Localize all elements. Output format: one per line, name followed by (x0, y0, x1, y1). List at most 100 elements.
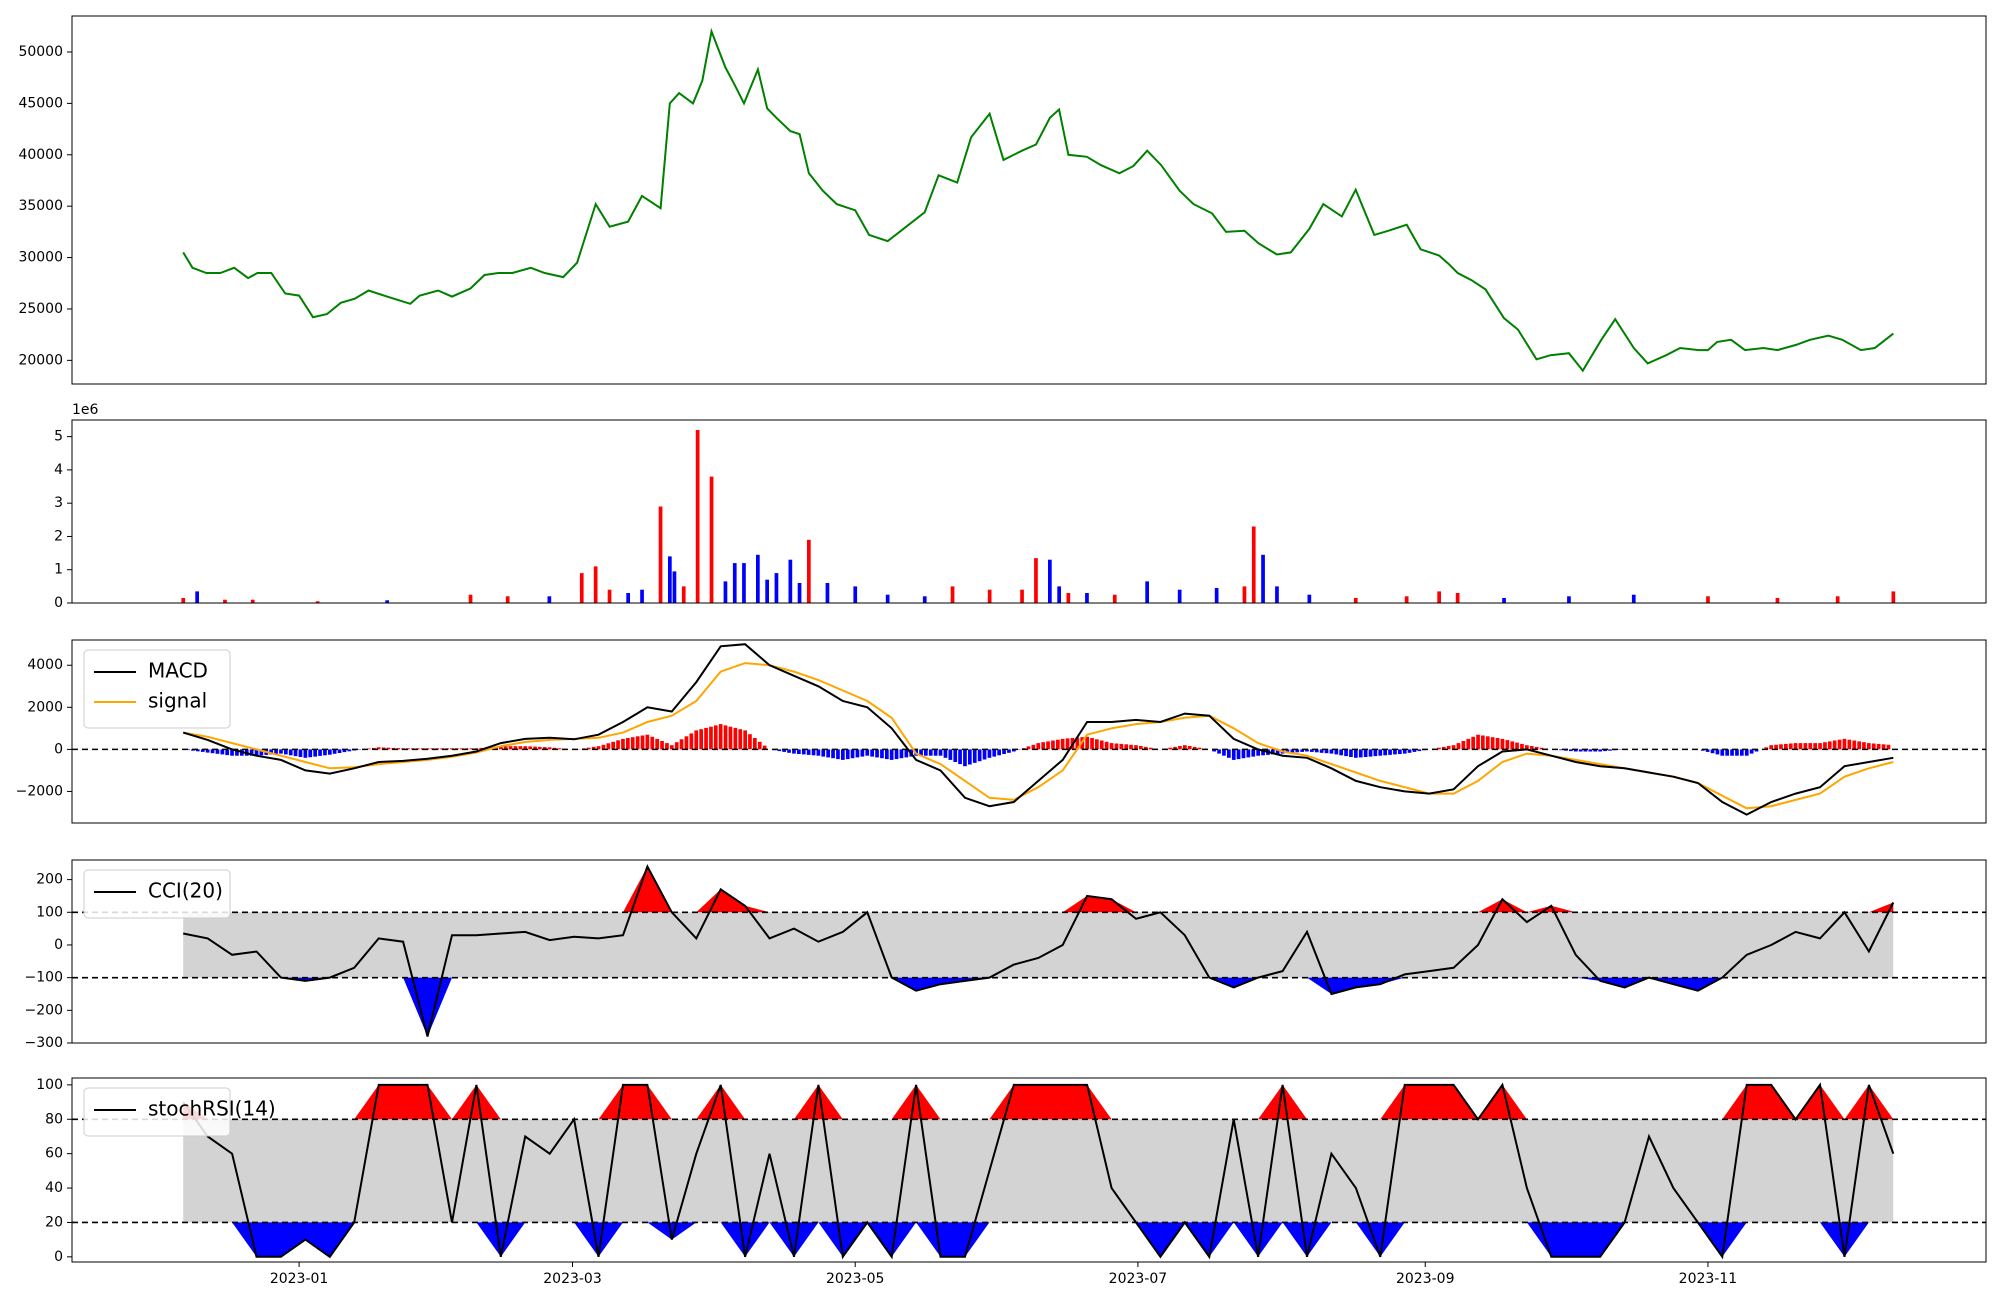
macd-histogram-bar (777, 749, 782, 752)
volume-bar (1066, 593, 1071, 603)
y-tick-label: 3 (54, 495, 63, 511)
macd-histogram-bar (865, 749, 870, 756)
macd-histogram-bar (1466, 738, 1471, 750)
macd-histogram-bar (274, 749, 278, 754)
macd-histogram-bar (1529, 746, 1534, 750)
legend-label: signal (148, 689, 207, 713)
volume-bar (709, 476, 714, 603)
macd-histogram-bar (938, 749, 943, 756)
macd-histogram-bar (1241, 749, 1246, 759)
volume-bar (1835, 596, 1840, 603)
macd-histogram-bar (254, 749, 259, 756)
macd-histogram-bar (1705, 749, 1710, 752)
macd-histogram-bar (875, 749, 879, 758)
macd-histogram-bar (381, 747, 386, 750)
macd-histogram-bar (1368, 749, 1373, 757)
macd-histogram-bar (933, 749, 938, 756)
macd-histogram-bar (1124, 744, 1129, 750)
macd-histogram-bar (606, 743, 611, 750)
macd-histogram-bar (1051, 740, 1055, 750)
offset-text: 1e6 (72, 402, 99, 418)
y-tick-label: 4000 (27, 657, 63, 673)
macd-histogram-bar (616, 740, 620, 750)
macd-histogram-bar (1075, 737, 1080, 750)
macd-histogram-bar (1143, 746, 1148, 750)
macd-histogram-bar (298, 749, 303, 757)
volume-bar (195, 591, 199, 603)
volume-bar (1631, 594, 1636, 603)
volume-bar (468, 594, 473, 603)
macd-histogram-bar (738, 729, 743, 750)
macd-histogram-bar (547, 747, 552, 750)
macd-histogram-bar (186, 749, 190, 750)
macd-histogram-bar (650, 736, 655, 750)
macd-histogram-bar (1212, 749, 1216, 752)
macd-histogram-bar (792, 749, 796, 754)
macd-histogram-bar (1510, 741, 1515, 750)
macd-histogram-bar (1222, 749, 1226, 756)
macd-histogram-bar (318, 749, 322, 756)
macd-histogram-bar (1862, 742, 1866, 750)
macd-histogram-bar (1505, 740, 1510, 750)
volume-bar (695, 430, 700, 603)
macd-histogram-bar (1178, 746, 1182, 750)
macd-histogram-bar (1256, 749, 1260, 756)
macd-histogram-bar (601, 744, 606, 750)
macd-histogram-bar (1388, 749, 1392, 755)
legend-box (83, 649, 231, 729)
macd-histogram-bar (733, 727, 738, 750)
macd-histogram-bar (670, 745, 674, 750)
panel-frame (71, 639, 1987, 824)
macd-histogram-bar (1398, 749, 1402, 754)
macd-histogram-bar (943, 749, 948, 758)
macd-histogram-bar (1710, 749, 1715, 754)
macd-histogram-bar (1036, 743, 1041, 750)
macd-histogram-bar (621, 738, 625, 750)
macd-histogram-bar (1339, 749, 1343, 756)
macd-histogram-bar (1407, 749, 1412, 753)
macd-histogram-bar (953, 749, 958, 762)
macd-histogram-bar (1451, 745, 1456, 750)
macd-histogram-bar (1837, 739, 1842, 750)
macd-histogram-bar (1725, 749, 1729, 756)
macd-histogram-bar (303, 749, 308, 758)
macd-histogram-bar (210, 749, 215, 754)
macd-histogram-bar (1823, 742, 1827, 750)
macd-histogram-bar (1539, 747, 1544, 750)
macd-histogram-bar (1784, 743, 1788, 750)
macd-histogram-bar (757, 741, 762, 750)
macd-histogram-bar (1481, 735, 1485, 750)
macd-histogram-bar (860, 749, 865, 757)
macd-histogram-bar (1334, 749, 1339, 755)
macd-histogram-bar (635, 736, 640, 750)
macd-histogram-bar (1793, 743, 1798, 750)
volume-bar (742, 563, 746, 603)
macd-histogram-bar (1881, 744, 1886, 750)
macd-histogram-bar (269, 749, 273, 755)
macd-histogram-bar (1378, 749, 1383, 756)
macd-line (182, 643, 1894, 816)
macd-histogram-bar (1251, 749, 1256, 757)
macd-histogram-bar (1148, 747, 1153, 750)
macd-histogram-bar (694, 730, 699, 750)
y-tick-label: −300 (25, 1035, 63, 1051)
macd-histogram-bar (1227, 749, 1231, 758)
macd-histogram-bar (1588, 749, 1593, 752)
macd-histogram-bar (743, 730, 747, 750)
macd-histogram-bar (596, 746, 601, 750)
volume-bar (1145, 581, 1149, 603)
macd-histogram-bar (1324, 749, 1329, 754)
macd-histogram-bar (977, 749, 982, 762)
macd-histogram-bar (215, 749, 220, 754)
volume-bar (1085, 593, 1089, 603)
y-tick-label: 0 (54, 595, 63, 611)
macd-histogram-bar (1187, 746, 1192, 750)
y-tick-label: −2000 (16, 783, 63, 799)
macd-histogram-bar (723, 725, 728, 750)
macd-histogram-bar (459, 748, 464, 750)
macd-histogram-bar (1818, 743, 1822, 750)
y-tick-label: 25000 (18, 301, 63, 317)
macd-histogram-bar (1857, 741, 1861, 750)
macd-histogram-bar (674, 742, 679, 750)
macd-histogram-bar (709, 726, 713, 750)
